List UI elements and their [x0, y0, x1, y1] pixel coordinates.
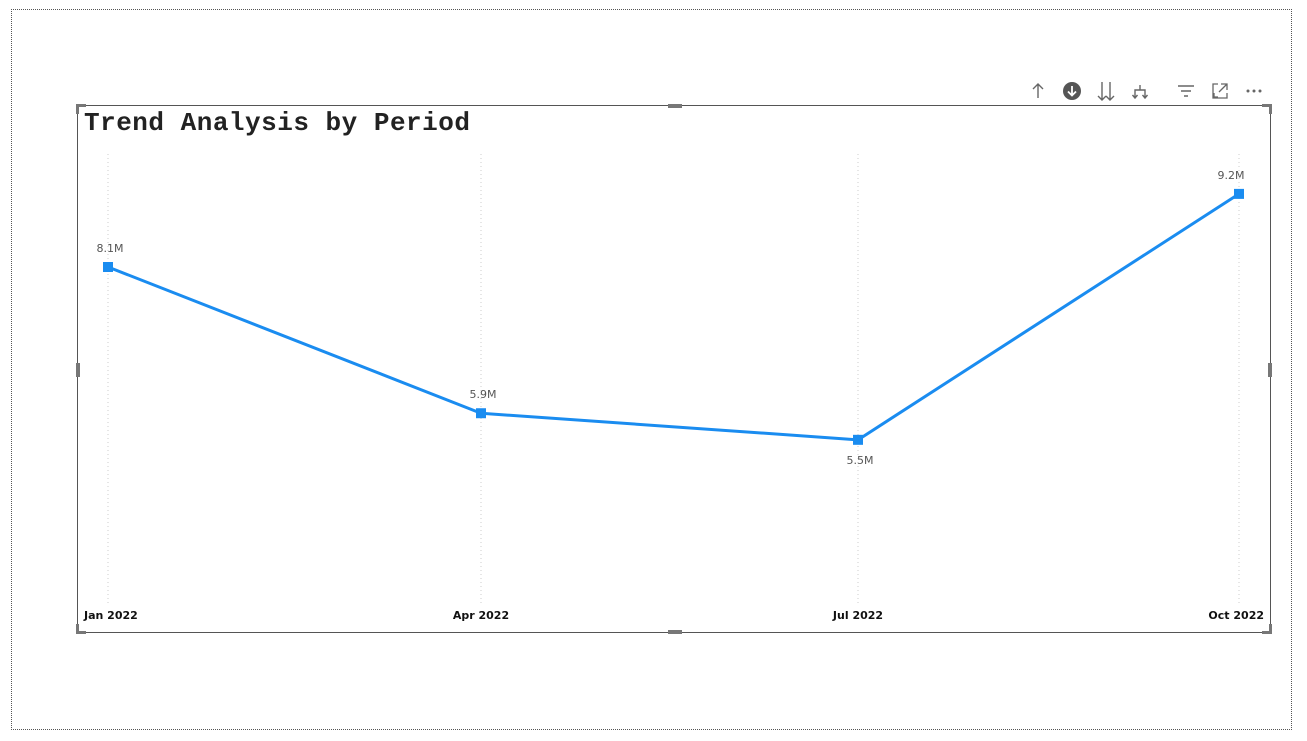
data-point-marker: [103, 262, 113, 272]
double-arrow-down-icon[interactable]: [1092, 78, 1120, 104]
data-label: 5.9M: [470, 388, 497, 401]
resize-handle-top-right[interactable]: [1269, 104, 1272, 114]
data-point-marker: [476, 408, 486, 419]
resize-handle-top-left[interactable]: [76, 104, 79, 114]
resize-handle-bottom-left[interactable]: [76, 631, 86, 634]
arrow-down-circle-icon[interactable]: [1058, 78, 1086, 104]
series-line: [107, 192, 1240, 442]
resize-handle-bottom-left[interactable]: [76, 624, 79, 634]
report-canvas: [11, 9, 1292, 730]
x-axis-tick-label: Apr 2022: [453, 609, 509, 622]
resize-handle-right[interactable]: [1268, 363, 1272, 377]
resize-handle-bottom[interactable]: [668, 630, 682, 634]
line-chart-plot: 8.1M 5.9M 5.5M 9.2M Jan 2022 Apr 2022 Jul 2022…: [83, 154, 1264, 622]
filter-icon[interactable]: [1172, 78, 1200, 104]
x-axis-tick-label: Oct 2022: [1208, 609, 1264, 622]
data-label: 8.1M: [97, 242, 124, 255]
data-point-marker: [853, 434, 863, 445]
more-options-icon[interactable]: [1240, 78, 1268, 104]
x-axis-tick-label: Jul 2022: [832, 609, 883, 622]
data-label: 5.5M: [847, 454, 874, 467]
arrow-up-icon[interactable]: [1024, 78, 1052, 104]
resize-handle-top-left[interactable]: [76, 104, 86, 107]
focus-mode-icon[interactable]: [1206, 78, 1234, 104]
resize-handle-top-right[interactable]: [1262, 104, 1272, 107]
resize-handle-left[interactable]: [76, 363, 80, 377]
visual-header-toolbar: [1022, 78, 1272, 104]
x-axis-tick-label: Jan 2022: [83, 609, 138, 622]
data-point-marker: [1234, 188, 1244, 199]
line-chart-visual[interactable]: Trend Analysis by Period 8.1M 5.9M 5.5M 9.2…: [76, 104, 1272, 634]
resize-handle-bottom-right[interactable]: [1269, 624, 1272, 634]
data-label: 9.2M: [1218, 169, 1245, 182]
resize-handle-bottom-right[interactable]: [1262, 631, 1272, 634]
resize-handle-top[interactable]: [668, 104, 682, 108]
chart-title: Trend Analysis by Period: [84, 108, 471, 138]
fork-icon[interactable]: [1126, 78, 1154, 104]
